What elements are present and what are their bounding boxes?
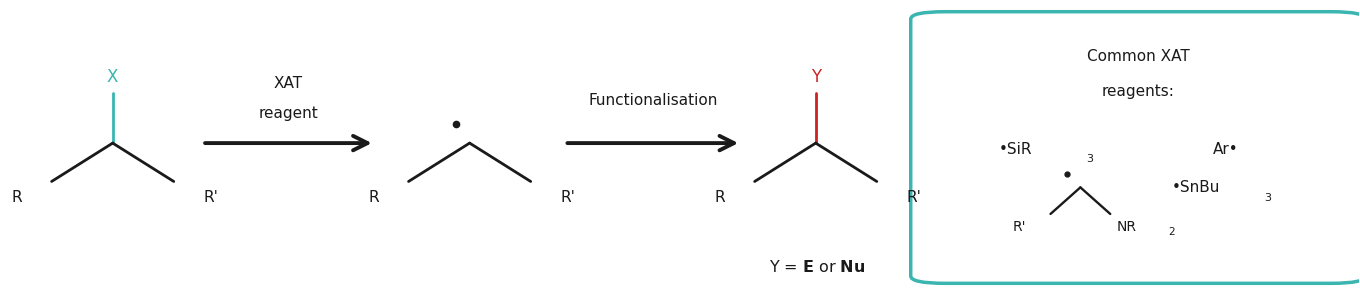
Text: NR: NR [1117,220,1137,234]
Text: Common XAT: Common XAT [1087,49,1190,64]
Text: R: R [369,190,378,205]
Text: R': R' [204,190,219,205]
Text: reagents:: reagents: [1102,84,1175,99]
Text: Y = $\mathbf{E}$ or $\mathbf{Nu}$: Y = $\mathbf{E}$ or $\mathbf{Nu}$ [768,259,865,275]
Text: R': R' [907,190,922,205]
Text: R': R' [560,190,575,205]
Text: reagent: reagent [258,106,318,121]
Text: X: X [107,68,118,86]
Text: R': R' [1013,220,1025,234]
Text: Functionalisation: Functionalisation [588,93,718,108]
FancyBboxPatch shape [911,12,1360,283]
Text: Y: Y [811,68,821,86]
Text: XAT: XAT [273,76,303,91]
Text: 3: 3 [1265,193,1272,203]
Text: 3: 3 [1085,154,1093,164]
Text: •SnBu: •SnBu [1172,180,1220,195]
Text: R: R [714,190,725,205]
Text: 2: 2 [1168,227,1175,237]
Text: R: R [11,190,22,205]
Text: •SiR: •SiR [1000,142,1032,156]
Text: Ar•: Ar• [1213,142,1239,156]
